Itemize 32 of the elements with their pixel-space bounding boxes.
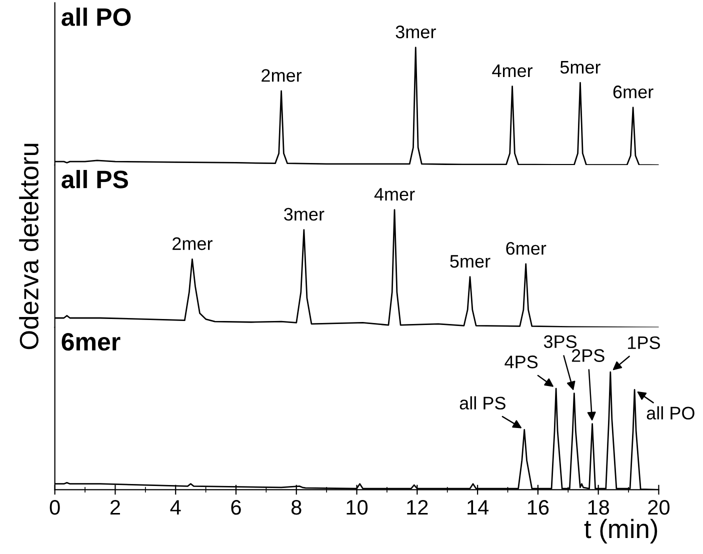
annotation: 2mer (262, 69, 302, 82)
annotation: 4PS (504, 356, 538, 368)
x-tick-label: 18 (588, 500, 610, 515)
x-tick-label: 8 (291, 500, 302, 515)
x-tick-label: 14 (468, 500, 489, 515)
annotation: 3mer (396, 26, 436, 38)
annotation: 6mer (506, 242, 546, 255)
annotation: 1PS (628, 336, 660, 350)
annotation: 3PS (544, 335, 577, 348)
x-tick-label: 10 (346, 500, 368, 515)
x-tick-label: 16 (528, 500, 549, 515)
annotation: 2mer (172, 237, 212, 250)
annotation: 6mer (613, 86, 654, 98)
chart-title: all PS (62, 170, 128, 188)
annotation: 4mer (492, 64, 533, 78)
x-tick-label: 12 (407, 500, 428, 515)
annotation: 3mer (284, 208, 324, 221)
chart-title: all PO (62, 8, 131, 26)
annotation: 4mer (374, 188, 415, 201)
annotation: all PO (646, 406, 694, 420)
chart-title: 6mer (62, 332, 120, 351)
x-tick-label: 2 (110, 500, 120, 515)
annotation: 5mer (450, 255, 490, 268)
x-tick-label: 6 (231, 500, 241, 515)
x-tick-label: 0 (50, 500, 60, 515)
x-tick-label: 4 (170, 500, 181, 515)
annotation: 5mer (560, 61, 600, 74)
x-tick-label: 20 (648, 500, 670, 515)
annotation: all PS (460, 396, 506, 410)
y-axis-title: Odezva detektoru (19, 144, 39, 350)
x-axis-title: t (min) (584, 518, 658, 544)
annotation: 2PS (572, 349, 604, 362)
